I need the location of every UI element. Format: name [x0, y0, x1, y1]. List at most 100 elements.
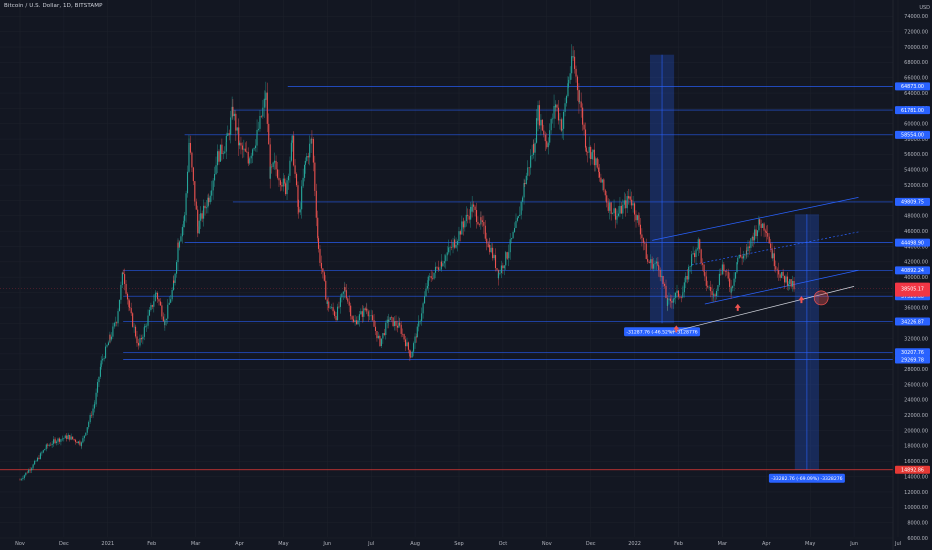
- candle-body: [205, 207, 208, 209]
- y-tick-label: 36000.00: [904, 306, 928, 312]
- candle-body: [778, 270, 780, 275]
- candle-body: [370, 315, 372, 316]
- level-label: 40892.24: [901, 268, 924, 274]
- level-label: 58554.00: [901, 133, 924, 139]
- candle-body: [527, 167, 529, 176]
- candle-body: [723, 264, 725, 272]
- candle-body: [588, 146, 590, 153]
- candle-body: [745, 250, 748, 252]
- candle-body: [738, 254, 740, 259]
- candle-body: [231, 106, 233, 118]
- trend-channel: [652, 197, 859, 333]
- y-tick-label: 66000.00: [904, 76, 928, 82]
- candle-body: [697, 239, 699, 249]
- x-tick-label: Mar: [718, 541, 728, 547]
- candle-body: [117, 311, 119, 324]
- candle-body: [489, 244, 491, 253]
- candle-body: [282, 178, 284, 187]
- candle-body: [110, 336, 112, 340]
- candle-body: [216, 162, 219, 166]
- candle-body: [302, 177, 304, 187]
- y-tick-label: 18000.00: [904, 444, 928, 450]
- candle-body: [492, 247, 494, 259]
- candle-body: [703, 264, 705, 273]
- candle-body: [675, 292, 677, 298]
- candle-body: [66, 435, 68, 439]
- candle-body: [726, 271, 728, 273]
- candle-body: [538, 105, 541, 126]
- candle-body: [503, 265, 505, 269]
- candle-body: [516, 218, 518, 221]
- candle-body: [244, 148, 246, 152]
- candle-body: [711, 291, 713, 296]
- candle-body: [737, 258, 739, 263]
- candle-body: [443, 261, 445, 264]
- candle-body: [534, 142, 536, 153]
- candle-body: [708, 287, 710, 288]
- candle-body: [785, 276, 787, 283]
- y-tick-label: 10000.00: [904, 505, 928, 511]
- candle-body: [559, 119, 561, 121]
- candle-body: [132, 313, 134, 327]
- candle-body: [209, 195, 211, 203]
- candle-body: [782, 271, 784, 276]
- candle-body: [458, 231, 460, 242]
- candle-body: [557, 107, 560, 121]
- candle-body: [659, 270, 661, 278]
- candle-body: [561, 128, 563, 131]
- x-tick-label: Mar: [191, 541, 201, 547]
- level-label: 30207.76: [901, 350, 924, 356]
- candle-body: [474, 206, 476, 211]
- candle-body: [315, 190, 317, 218]
- candle-body: [392, 317, 394, 327]
- candle-body: [699, 239, 701, 250]
- candle-body: [763, 223, 765, 231]
- candle-body: [358, 314, 360, 321]
- candle-body: [136, 336, 138, 344]
- candle-body: [219, 144, 221, 162]
- candle-body: [669, 298, 671, 302]
- candle-body: [72, 436, 74, 440]
- candle-body: [604, 190, 606, 196]
- candle-body: [655, 261, 658, 264]
- measure-label-bg: [768, 473, 845, 483]
- candle-body: [789, 279, 791, 285]
- level-label-bg: [895, 82, 930, 91]
- level-label-bg: [895, 130, 930, 139]
- candle-body: [98, 376, 100, 383]
- candle-body: [23, 475, 25, 479]
- candle-body: [475, 210, 478, 222]
- candle-body: [610, 202, 612, 214]
- candle-body: [673, 297, 675, 300]
- candle-body: [170, 299, 172, 303]
- candle-body: [120, 284, 122, 300]
- candle-body: [331, 307, 333, 308]
- support-label: 14892.86: [901, 468, 924, 474]
- time-axis[interactable]: Nov Dec 2021 Feb Mar Apr May Jun Jul Aug Sep Oct Nov…: [15, 541, 901, 547]
- candle-body: [304, 160, 306, 165]
- candle-body: [342, 291, 344, 294]
- candle-body: [747, 246, 749, 252]
- candle-body: [301, 186, 303, 210]
- candle-body: [568, 79, 570, 84]
- last-price-bg: [895, 282, 930, 297]
- candle-body: [272, 162, 274, 167]
- candle-body: [361, 311, 363, 317]
- candle-body: [260, 115, 262, 117]
- candle-body: [743, 255, 745, 259]
- candle-body: [364, 308, 366, 311]
- candle-body: [360, 311, 362, 315]
- candle-body: [156, 292, 159, 300]
- candle-body: [717, 285, 719, 291]
- candle-body: [591, 152, 593, 160]
- candle-body: [620, 205, 622, 214]
- candle-body: [657, 261, 659, 266]
- candle-body: [410, 356, 412, 358]
- candle-body: [523, 183, 525, 198]
- candle-body: [634, 203, 636, 215]
- candle-body: [459, 231, 461, 235]
- candle-body: [513, 228, 516, 233]
- candle-body: [685, 275, 687, 283]
- candle-body: [398, 322, 400, 328]
